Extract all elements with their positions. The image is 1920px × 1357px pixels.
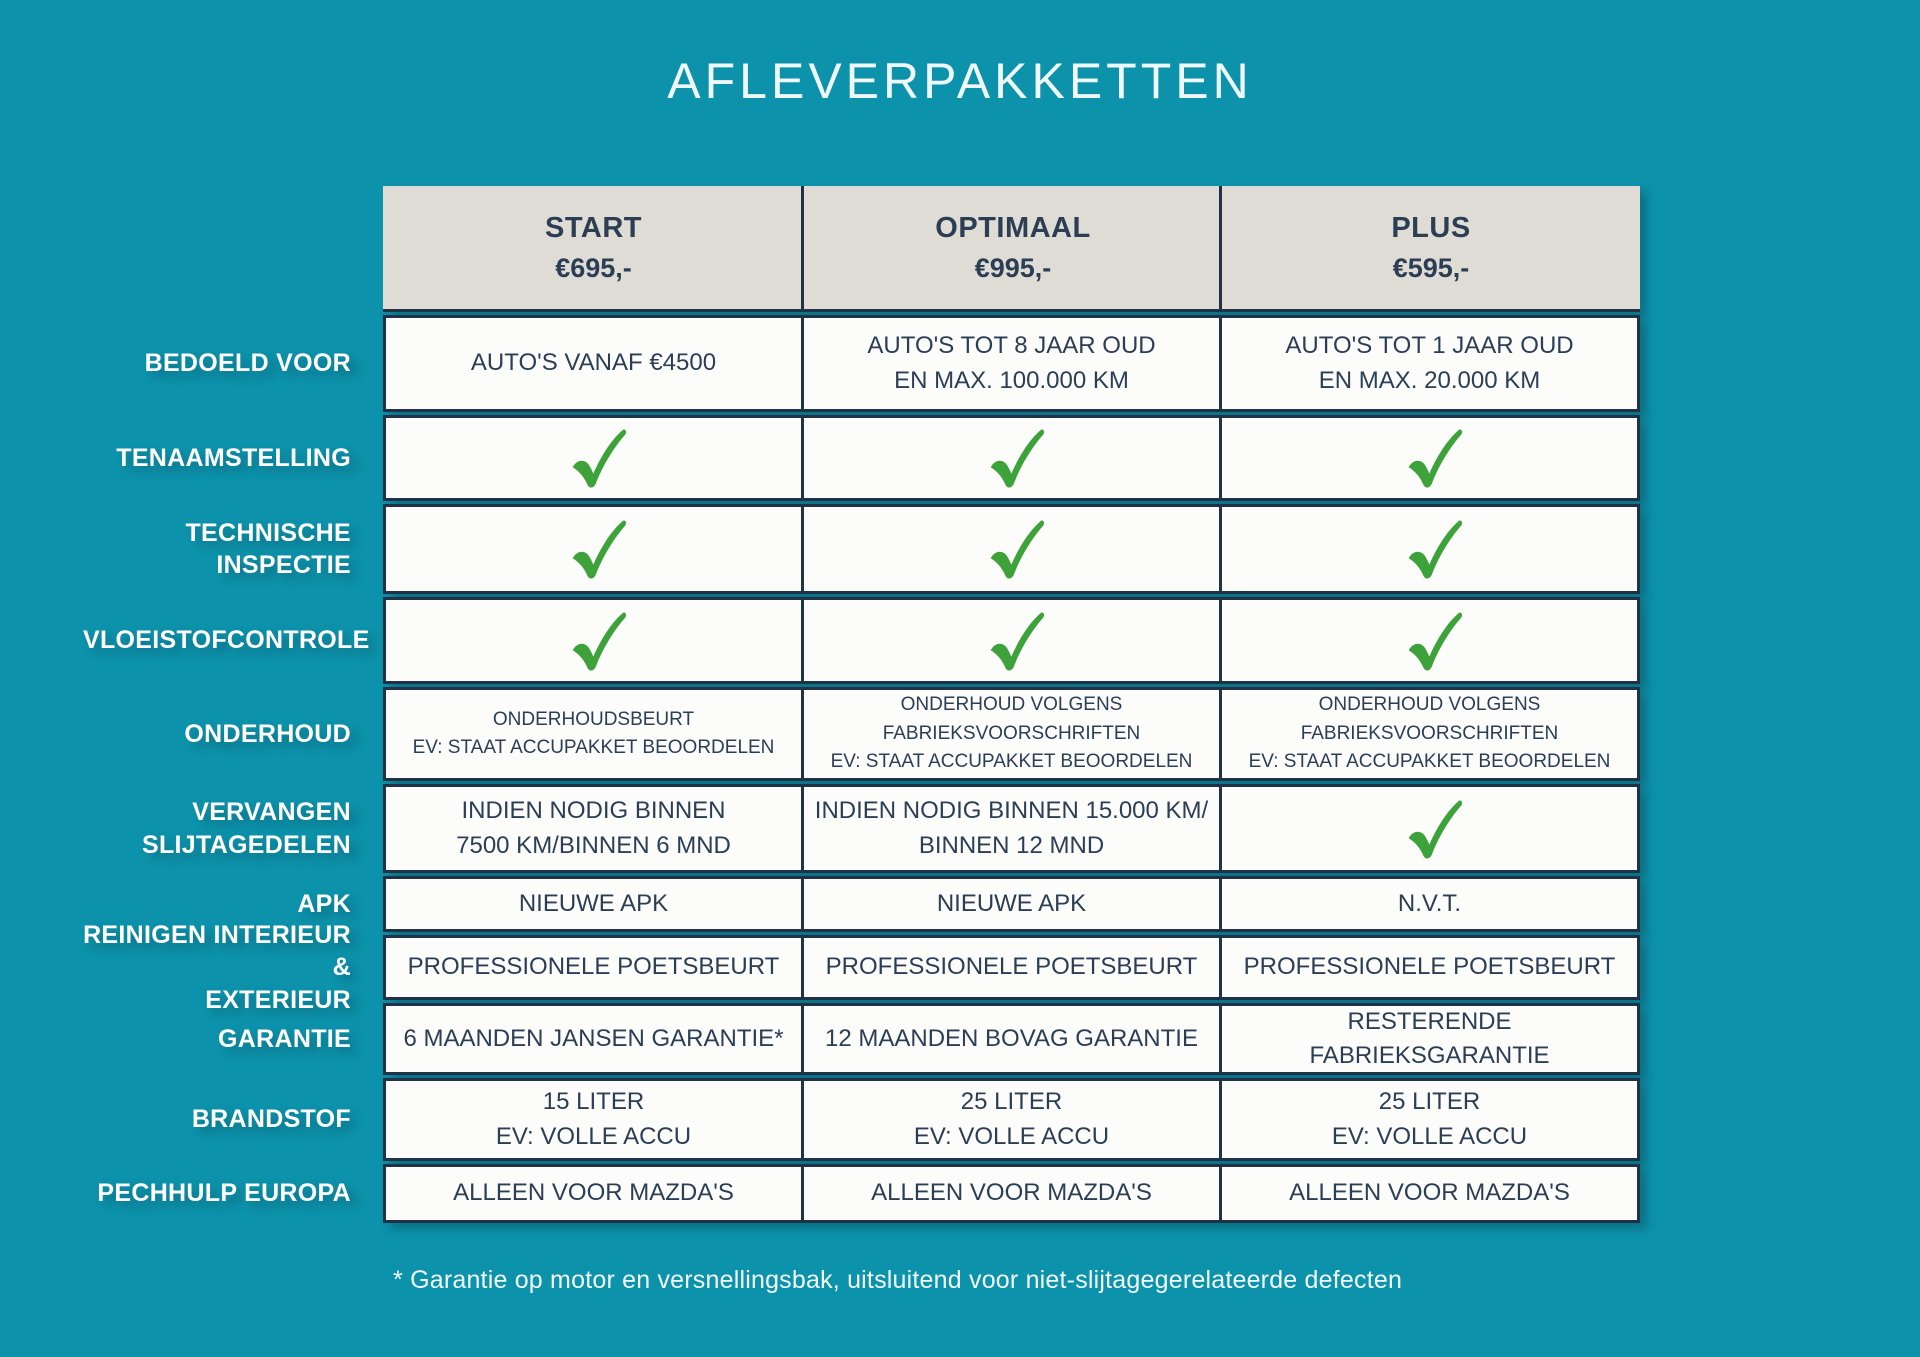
table-row: ONDERHOUD ONDERHOUDSBEURT EV: STAAT ACCUPA… <box>83 687 1640 781</box>
check-cell <box>1219 597 1640 684</box>
header-spacer <box>83 186 383 312</box>
check-cell <box>1219 415 1640 501</box>
text-cell: INDIEN NODIG BINNEN 7500 KM/BINNEN 6 MND <box>383 784 804 873</box>
text-cell: ALLEEN VOOR MAZDA'S <box>1219 1164 1640 1223</box>
check-icon <box>990 429 1044 488</box>
table-row: TECHNISCHE INSPECTIE <box>83 504 1640 594</box>
package-name: PLUS <box>1391 211 1471 244</box>
package-header-optimaal: OPTIMAAL €995,- <box>801 186 1222 312</box>
text-cell: 12 MAANDEN BOVAG GARANTIE <box>801 1003 1222 1075</box>
packages-table: START €695,- OPTIMAAL €995,- PLUS €595,-… <box>83 186 1640 1223</box>
check-icon <box>990 520 1044 579</box>
row-label: BEDOELD VOOR <box>144 349 351 378</box>
check-icon <box>1408 520 1462 579</box>
row-label: GARANTIE <box>218 1024 351 1053</box>
text-cell: PROFESSIONELE POETSBEURT <box>383 935 804 1000</box>
check-icon <box>572 520 626 579</box>
text-cell: NIEUWE APK <box>383 876 804 932</box>
text-cell: 15 LITER EV: VOLLE ACCU <box>383 1078 804 1161</box>
table-row: GARANTIE 6 MAANDEN JANSEN GARANTIE* 12 MAA… <box>83 1003 1640 1075</box>
text-cell: ONDERHOUD VOLGENS FABRIEKSVOORSCHRIFTEN EV… <box>801 687 1222 781</box>
package-name: START <box>544 211 642 244</box>
package-header-start: START €695,- <box>383 186 804 312</box>
table-row: BEDOELD VOOR AUTO'S VANAF €4500 AUTO'S TOT… <box>83 315 1640 412</box>
table-row: REINIGEN INTERIEUR & EXTERIEUR PROFESSIONE… <box>83 920 1640 1014</box>
check-cell <box>1219 504 1640 594</box>
check-cell <box>383 597 804 684</box>
table-header-row: START €695,- OPTIMAAL €995,- PLUS €595,- <box>83 186 1640 312</box>
check-cell <box>383 504 804 594</box>
table-body: BEDOELD VOOR AUTO'S VANAF €4500 AUTO'S TOT… <box>83 315 1640 1223</box>
row-label: VLOEISTOFCONTROLE <box>83 626 370 655</box>
check-cell <box>801 415 1222 501</box>
package-name: OPTIMAAL <box>935 211 1091 244</box>
row-label: ONDERHOUD <box>184 719 351 748</box>
check-icon <box>1408 800 1462 859</box>
page-title: AFLEVERPAKKETTEN <box>667 53 1253 109</box>
text-cell: 6 MAANDEN JANSEN GARANTIE* <box>383 1003 804 1075</box>
text-cell: AUTO'S VANAF €4500 <box>383 315 804 412</box>
package-price: €595,- <box>1392 252 1470 283</box>
text-cell: 25 LITER EV: VOLLE ACCU <box>801 1078 1222 1161</box>
check-cell <box>383 415 804 501</box>
table-row: VERVANGEN SLIJTAGEDELEN INDIEN NODIG BINNE… <box>83 784 1640 873</box>
row-label: APK <box>297 889 351 918</box>
text-cell: N.V.T. <box>1219 876 1640 932</box>
text-cell: ALLEEN VOOR MAZDA'S <box>801 1164 1222 1223</box>
row-label: VERVANGEN SLIJTAGEDELEN <box>141 798 351 859</box>
check-icon <box>1408 612 1462 671</box>
check-cell <box>1219 784 1640 873</box>
footnote: * Garantie op motor en versnellingsbak, … <box>393 1266 1403 1294</box>
row-label: TECHNISCHE INSPECTIE <box>185 518 351 580</box>
text-cell: INDIEN NODIG BINNEN 15.000 KM/BINNEN 12 … <box>801 784 1222 873</box>
text-cell: ALLEEN VOOR MAZDA'S <box>383 1164 804 1223</box>
package-price: €695,- <box>555 252 632 283</box>
text-cell: NIEUWE APK <box>801 876 1222 932</box>
text-cell: ONDERHOUDSBEURT EV: STAAT ACCUPAKKET BEOO… <box>383 687 804 781</box>
text-cell: PROFESSIONELE POETSBEURT <box>801 935 1222 1000</box>
text-cell: ONDERHOUD VOLGENS FABRIEKSVOORSCHRIFTEN EV… <box>1219 687 1640 781</box>
row-label: PECHHULP EUROPA <box>97 1179 351 1208</box>
check-cell <box>801 504 1222 594</box>
text-cell: 25 LITER EV: VOLLE ACCU <box>1219 1078 1640 1161</box>
check-icon <box>572 429 626 488</box>
check-icon <box>990 612 1044 671</box>
text-cell: AUTO'S TOT 1 JAAR OUD EN MAX. 20.000 KM <box>1219 315 1640 412</box>
row-label: BRANDSTOF <box>191 1105 351 1134</box>
check-icon <box>1408 429 1462 488</box>
table-row: APK NIEUWE APK NIEUWE APK N.V.T. <box>83 876 1640 932</box>
table-row: BRANDSTOF 15 LITER EV: VOLLE ACCU 25 LITER E… <box>83 1078 1640 1161</box>
text-cell: PROFESSIONELE POETSBEURT <box>1219 935 1640 1000</box>
check-cell <box>801 597 1222 684</box>
package-header-plus: PLUS €595,- <box>1219 186 1640 312</box>
table-row: VLOEISTOFCONTROLE <box>83 597 1640 684</box>
text-cell: AUTO'S TOT 8 JAAR OUD EN MAX. 100.000 KM <box>801 315 1222 412</box>
row-label: TENAAMSTELLING <box>116 443 351 472</box>
row-label: REINIGEN INTERIEUR & EXTERIEUR <box>83 920 351 1014</box>
text-cell: RESTERENDE FABRIEKSGARANTIE <box>1219 1003 1640 1075</box>
package-price: €995,- <box>974 252 1052 283</box>
table-row: TENAAMSTELLING <box>83 415 1640 501</box>
check-icon <box>572 612 626 671</box>
table-row: PECHHULP EUROPA ALLEEN VOOR MAZDA'S ALLEEN… <box>83 1164 1640 1223</box>
